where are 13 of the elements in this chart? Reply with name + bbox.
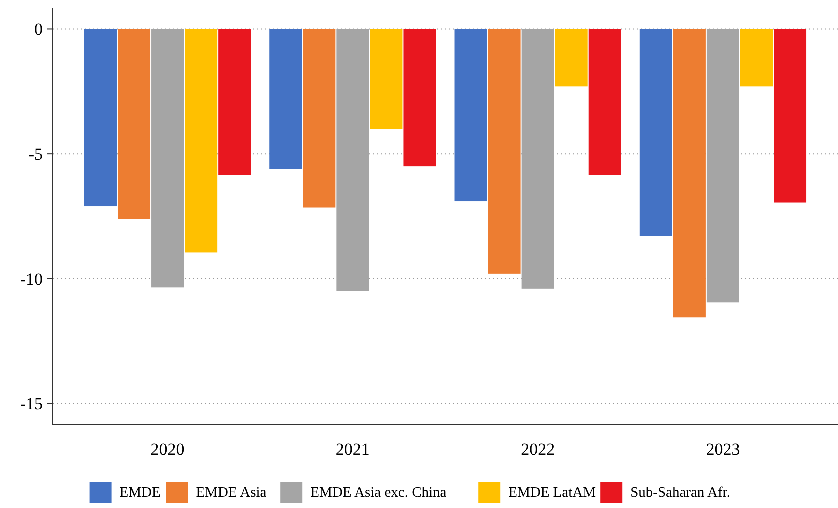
legend-label: Sub-Saharan Afr.: [630, 485, 730, 502]
y-tick-label: 0: [34, 20, 43, 40]
x-tick-label: 2021: [336, 440, 370, 459]
legend-label: EMDE Asia exc. China: [310, 485, 448, 502]
legend-label: EMDE LatAM: [508, 485, 596, 502]
legend-label: EMDE: [120, 485, 162, 502]
x-tick-label: 2023: [706, 440, 740, 459]
legend-label: EMDE Asia: [196, 485, 268, 502]
x-tick-label: 2022: [521, 440, 556, 459]
x-tick-label: 2020: [150, 440, 185, 459]
y-tick-label: -10: [20, 270, 43, 289]
y-tick-label: -5: [28, 145, 43, 164]
y-tick-label: -15: [20, 394, 43, 414]
